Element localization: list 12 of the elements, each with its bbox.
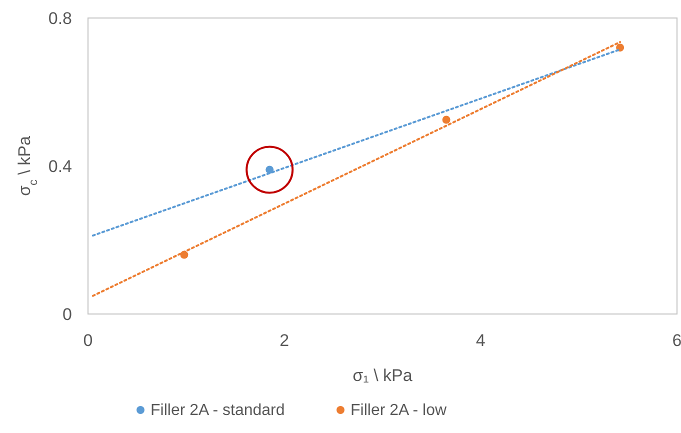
x-axis-title: σ₁ \ kPa (352, 366, 413, 385)
legend-label: Filler 2A - low (350, 402, 447, 419)
y-tick-label: 0 (62, 305, 72, 324)
x-tick-label: 2 (280, 331, 290, 350)
x-tick-label: 6 (672, 331, 681, 350)
point (616, 44, 624, 52)
x-tick-label: 4 (476, 331, 486, 350)
y-tick-label: 0.8 (48, 9, 72, 28)
point (442, 116, 450, 124)
x-tick-label: 0 (83, 331, 93, 350)
y-tick-label: 0.4 (48, 157, 72, 176)
legend-label: Filler 2A - standard (150, 402, 285, 419)
